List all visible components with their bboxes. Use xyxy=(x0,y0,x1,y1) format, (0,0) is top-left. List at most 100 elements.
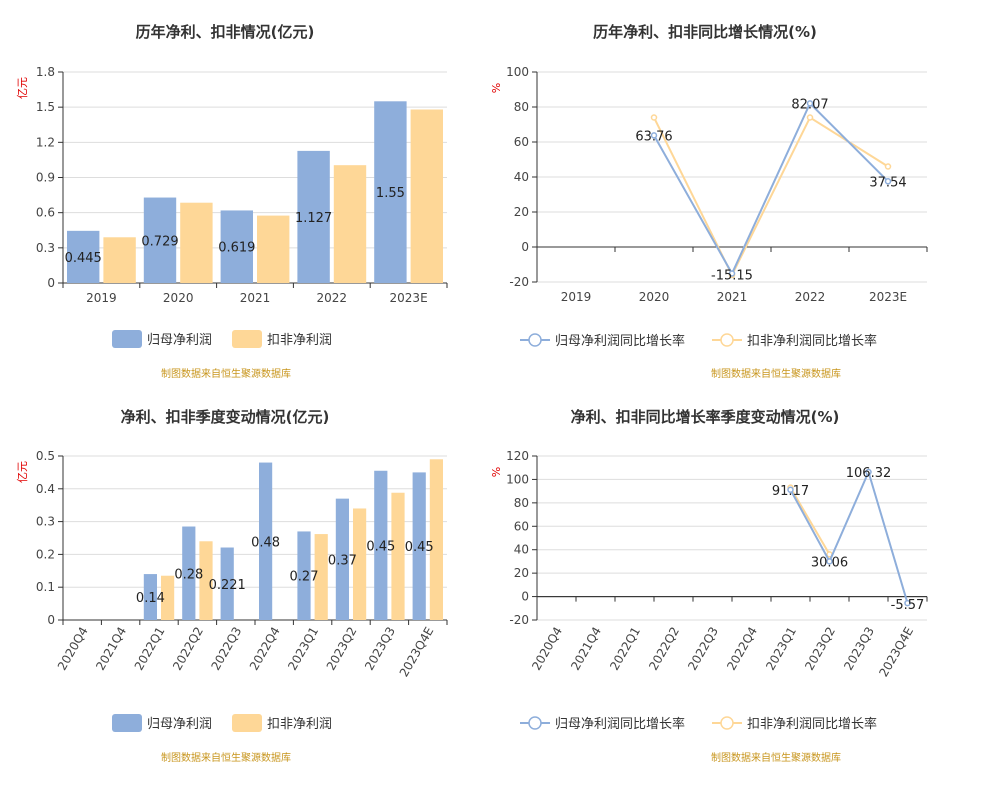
y-tick-label: 20 xyxy=(514,205,529,219)
data-label: 0.729 xyxy=(141,234,178,249)
data-point xyxy=(650,132,658,139)
chart-panel-annual-growth: 历年净利、扣非同比增长情况(%)% -20 0 20 40 60 80 100 2019 2020… xyxy=(490,23,928,380)
legend-swatch xyxy=(112,714,142,732)
data-label: 0.619 xyxy=(218,241,255,256)
bar xyxy=(297,531,311,620)
y-tick-label: 0 xyxy=(521,240,529,254)
x-tick-label: 2023E xyxy=(869,290,907,304)
y-tick-label: 0.3 xyxy=(36,515,55,529)
y-tick-label: -20 xyxy=(509,613,529,627)
y-tick-label: 60 xyxy=(514,519,529,533)
data-point xyxy=(884,163,892,170)
bar xyxy=(182,526,196,620)
bar xyxy=(67,230,100,283)
x-tick-label: 2021Q4 xyxy=(568,625,604,673)
x-tick-label: 2023Q4E xyxy=(876,625,916,680)
data-label: 0.37 xyxy=(328,553,357,568)
legend-swatch xyxy=(112,330,142,348)
y-tick-label: 120 xyxy=(506,449,529,463)
y-tick-label: 1.5 xyxy=(36,100,55,114)
x-tick-label: 2023Q1 xyxy=(285,625,321,673)
data-point xyxy=(650,114,658,121)
legend-label: 归母净利润 xyxy=(147,717,212,732)
data-point xyxy=(787,486,794,494)
data-label: 0.28 xyxy=(174,567,203,582)
bar xyxy=(391,492,405,620)
source-note: 制图数据来自恒生聚源数据库 xyxy=(711,751,841,764)
x-tick-label: 2021 xyxy=(240,291,271,305)
y-tick-label: 1.8 xyxy=(36,65,55,79)
data-point xyxy=(728,270,736,277)
data-label: 106.32 xyxy=(846,466,892,481)
x-tick-label: 2020 xyxy=(639,290,670,304)
x-tick-label: 2023Q4E xyxy=(397,625,437,680)
chart-title: 历年净利、扣非同比增长情况(%) xyxy=(593,23,817,41)
y-axis-unit: 亿元 xyxy=(16,77,29,99)
bar xyxy=(429,459,443,620)
y-tick-label: 0.3 xyxy=(36,241,55,255)
legend-label: 归母净利润同比增长率 xyxy=(555,333,685,349)
bar xyxy=(412,472,426,620)
y-axis-unit: % xyxy=(490,83,503,93)
data-label: 63.76 xyxy=(635,129,672,144)
bar xyxy=(220,210,253,283)
legend-label: 扣非净利润同比增长率 xyxy=(747,716,877,732)
x-tick-label: 2020Q4 xyxy=(55,625,91,673)
y-tick-label: 0 xyxy=(521,590,529,604)
x-tick-label: 2022Q2 xyxy=(646,625,682,673)
x-tick-label: 2019 xyxy=(86,291,117,305)
bar xyxy=(143,574,157,620)
legend-label: 扣非净利润 xyxy=(267,333,332,348)
y-tick-label: 80 xyxy=(514,496,529,510)
x-tick-label: 2023E xyxy=(390,291,428,305)
bar xyxy=(333,165,367,283)
data-label: 82.07 xyxy=(791,97,828,112)
x-tick-label: 2021 xyxy=(717,290,748,304)
bar xyxy=(297,150,330,283)
bar xyxy=(374,470,388,620)
data-label: -5.57 xyxy=(891,598,925,613)
bar xyxy=(199,541,213,620)
y-tick-label: 0 xyxy=(47,613,55,627)
legend-label: 扣非净利润 xyxy=(267,717,332,732)
y-tick-label: 40 xyxy=(514,170,529,184)
x-tick-label: 2020 xyxy=(163,291,194,305)
bar xyxy=(335,498,349,620)
data-label: 1.55 xyxy=(376,186,405,201)
data-label: 1.127 xyxy=(295,211,332,226)
data-point xyxy=(904,599,911,607)
y-tick-label: 1.2 xyxy=(36,135,55,149)
bar xyxy=(314,534,328,620)
x-tick-label: 2022Q1 xyxy=(132,625,168,673)
data-label: 0.45 xyxy=(366,539,395,554)
y-tick-label: 100 xyxy=(506,472,529,486)
bar xyxy=(257,215,290,283)
legend-marker xyxy=(720,333,734,347)
chart-title: 净利、扣非季度变动情况(亿元) xyxy=(121,408,330,426)
x-tick-label: 2020Q4 xyxy=(529,625,565,673)
data-label: 0.445 xyxy=(65,251,102,266)
x-tick-label: 2022Q2 xyxy=(170,625,206,673)
legend-label: 扣非净利润同比增长率 xyxy=(747,333,877,349)
chart-title: 历年净利、扣非情况(亿元) xyxy=(136,23,315,41)
x-tick-label: 2022Q1 xyxy=(607,625,643,673)
bar xyxy=(103,237,136,283)
y-tick-label: 60 xyxy=(514,135,529,149)
bar xyxy=(161,575,175,620)
legend-label: 归母净利润同比增长率 xyxy=(555,716,685,732)
data-label: 0.45 xyxy=(405,540,434,555)
y-axis-unit: % xyxy=(490,467,503,477)
data-point xyxy=(806,114,814,121)
data-point xyxy=(884,178,892,185)
legend-marker xyxy=(528,333,542,347)
bar xyxy=(410,109,443,283)
bar xyxy=(259,462,273,620)
bar xyxy=(353,508,367,620)
x-tick-label: 2023Q2 xyxy=(324,625,360,673)
data-label: -15.15 xyxy=(711,269,753,284)
data-label: 0.48 xyxy=(251,535,280,550)
x-tick-label: 2023Q3 xyxy=(362,625,398,673)
y-tick-label: 0.9 xyxy=(36,171,55,185)
x-tick-label: 2022Q3 xyxy=(685,625,721,673)
bar xyxy=(220,547,234,620)
